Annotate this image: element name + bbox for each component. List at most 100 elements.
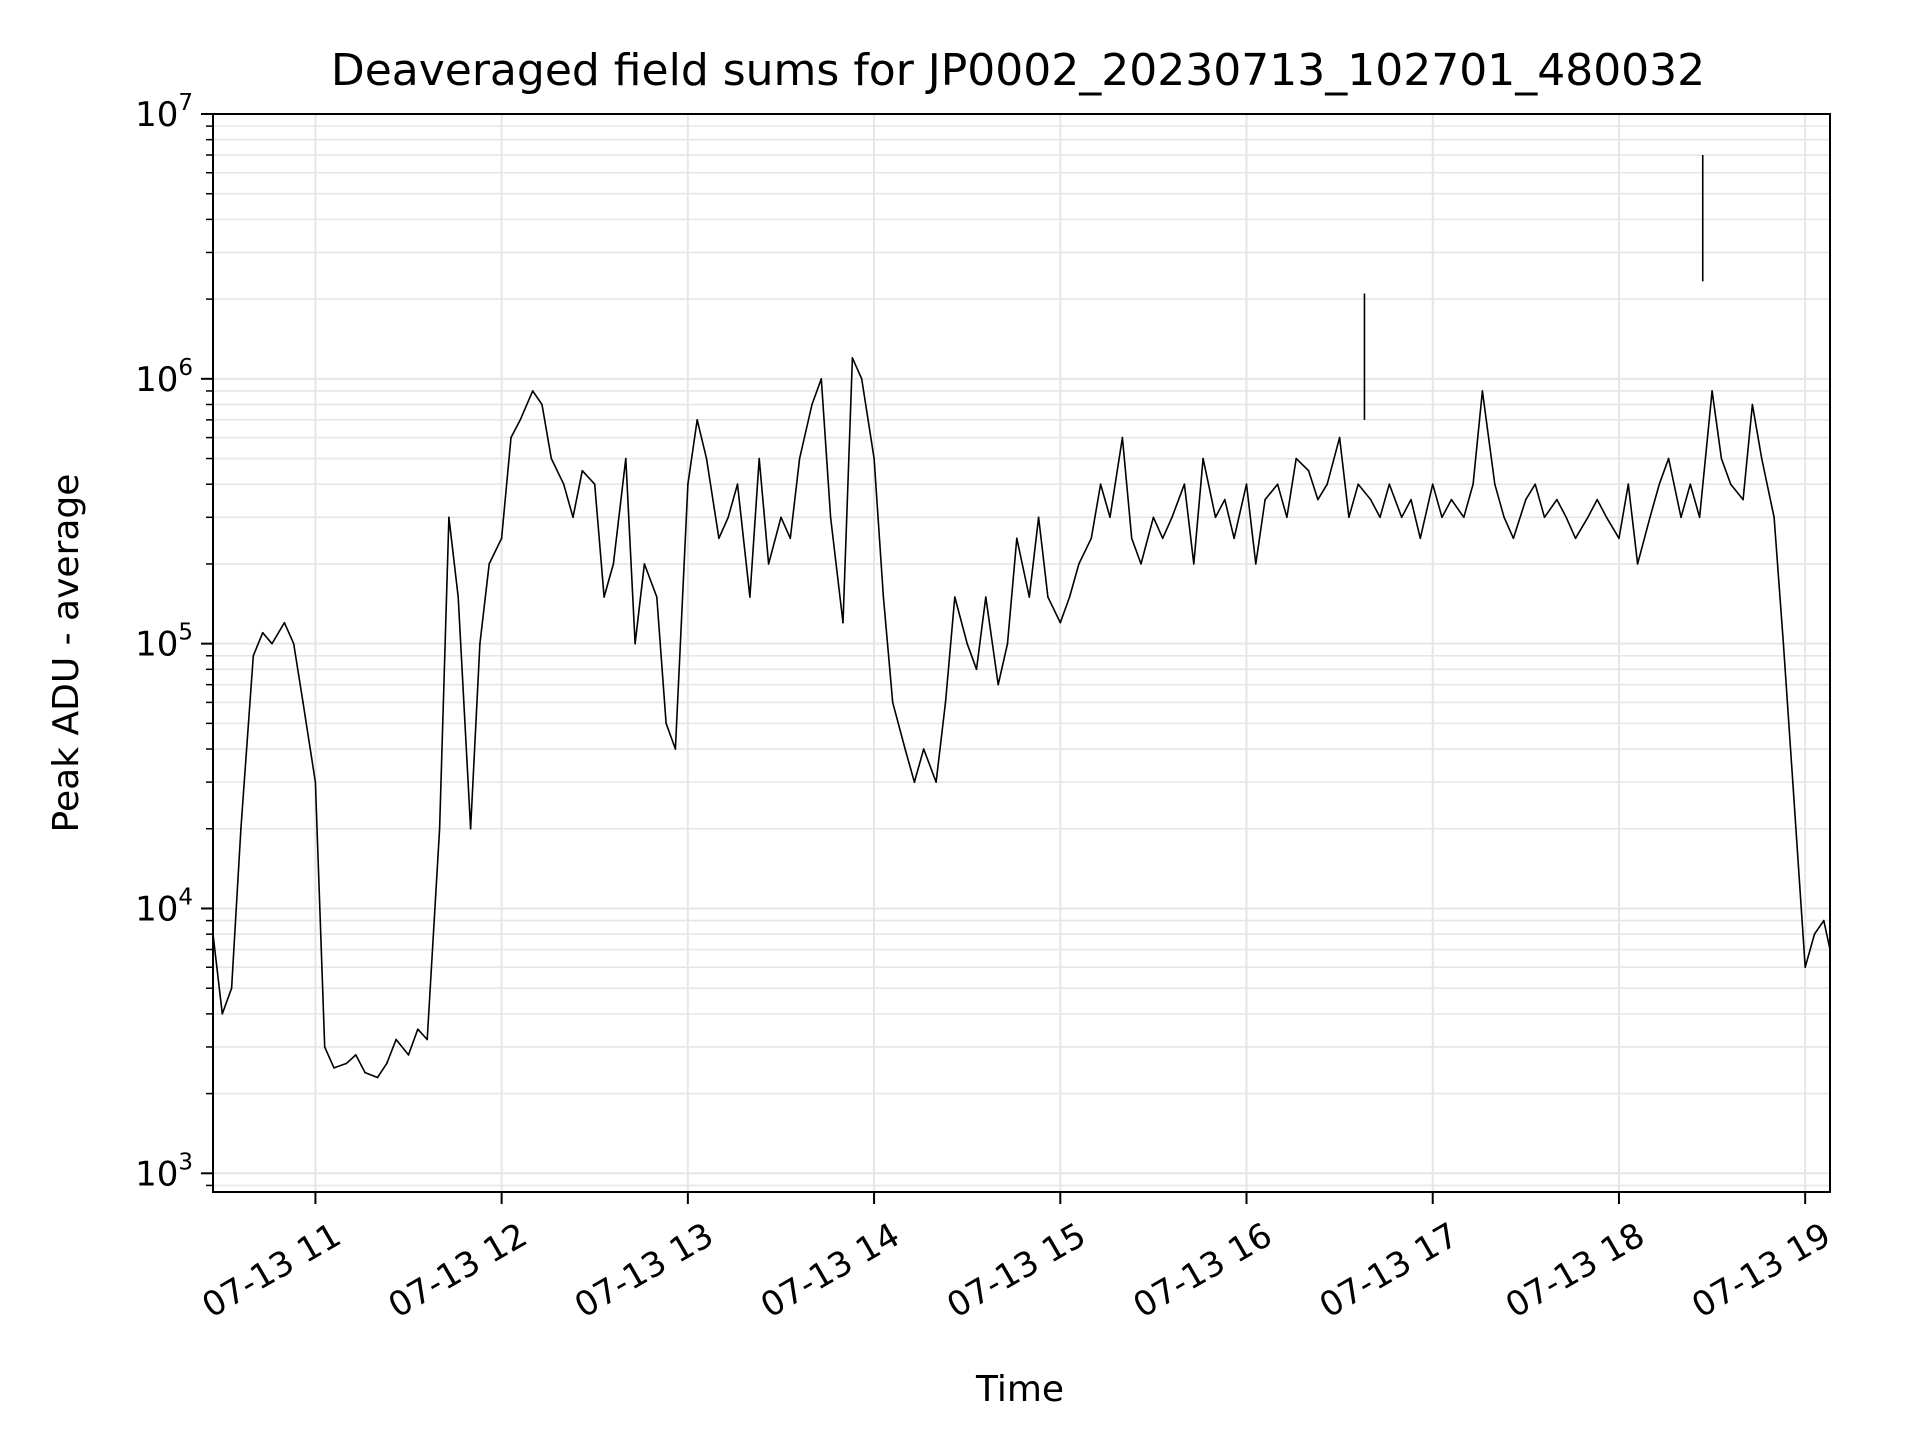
data-point	[1078, 563, 1080, 565]
data-point	[364, 1071, 366, 1074]
data-point	[727, 516, 730, 519]
data-point	[780, 516, 782, 519]
data-point	[1016, 537, 1018, 540]
series-layer	[212, 155, 1831, 1079]
data-point	[1543, 516, 1546, 519]
y-tick-label: 103	[135, 1149, 193, 1194]
data-point	[634, 642, 636, 645]
data-point	[1729, 483, 1732, 486]
data-point	[975, 668, 978, 671]
data-point	[1689, 483, 1692, 486]
data-point	[426, 1038, 428, 1041]
data-point	[718, 537, 720, 540]
data-point	[891, 701, 894, 704]
data-point	[624, 457, 627, 460]
data-point	[550, 457, 553, 460]
series-line	[212, 357, 1831, 1079]
data-point	[1276, 483, 1279, 486]
data-point	[1804, 966, 1806, 969]
data-point	[1822, 919, 1825, 922]
data-point	[376, 1076, 379, 1079]
data-point	[1751, 403, 1754, 406]
y-tick-label: 105	[135, 620, 193, 665]
data-point	[1183, 483, 1186, 486]
data-point	[1326, 483, 1329, 486]
data-point	[1037, 516, 1040, 519]
data-point	[333, 1067, 335, 1069]
data-point	[1047, 596, 1049, 598]
data-point	[1773, 516, 1775, 519]
data-point	[541, 403, 543, 406]
data-point	[842, 621, 844, 624]
data-point	[1596, 498, 1599, 501]
data-point	[1369, 498, 1372, 501]
data-point	[674, 748, 677, 750]
data-point	[314, 781, 317, 783]
data-point	[593, 483, 596, 486]
data-point	[438, 827, 441, 830]
data-point	[581, 469, 584, 472]
data-point	[572, 516, 574, 519]
data-point	[1587, 516, 1589, 519]
data-point	[1006, 642, 1009, 645]
data-point	[1099, 483, 1102, 486]
data-point	[1388, 483, 1391, 486]
data-point	[292, 642, 295, 645]
data-point	[1171, 516, 1173, 519]
data-point	[1441, 516, 1443, 519]
data-point	[1233, 537, 1235, 540]
data-point	[789, 537, 792, 540]
data-point	[1760, 457, 1763, 460]
data-point	[612, 563, 615, 565]
data-point	[1627, 483, 1630, 486]
data-point	[767, 563, 770, 565]
data-point	[271, 642, 273, 645]
data-point	[252, 654, 255, 657]
data-point	[953, 596, 956, 598]
data-point	[656, 596, 658, 598]
data-point	[1503, 516, 1505, 519]
data-point	[1636, 563, 1639, 565]
y-tick-label: 107	[135, 90, 193, 135]
data-point	[1317, 498, 1319, 501]
data-point	[736, 483, 739, 486]
data-point	[1192, 563, 1195, 565]
data-point	[904, 748, 906, 750]
data-point	[1618, 537, 1620, 540]
data-point	[922, 748, 925, 750]
data-point	[1680, 516, 1682, 519]
data-point	[1090, 537, 1093, 540]
data-point	[935, 781, 937, 783]
data-point	[519, 419, 522, 421]
data-point	[1152, 516, 1155, 519]
data-point	[479, 642, 481, 645]
data-point	[1667, 457, 1670, 460]
data-point	[603, 596, 605, 598]
data-point	[1264, 498, 1266, 501]
data-point	[488, 563, 491, 565]
data-point	[1109, 516, 1111, 519]
data-point	[749, 596, 751, 598]
data-point	[1525, 498, 1527, 501]
data-point	[1245, 483, 1248, 486]
data-point	[469, 827, 472, 830]
data-point	[1255, 563, 1257, 565]
data-point	[665, 722, 667, 725]
data-point	[1431, 483, 1434, 486]
grid	[213, 113, 1830, 1192]
data-point	[1450, 498, 1453, 501]
data-point	[1494, 483, 1496, 486]
data-point	[1410, 498, 1412, 501]
data-point	[1813, 933, 1816, 935]
data-point	[1711, 390, 1713, 392]
y-axis-label: Peak ADU - average	[46, 474, 87, 833]
data-point	[1357, 483, 1360, 486]
data-point	[798, 457, 801, 460]
data-point	[1121, 436, 1124, 439]
data-point	[1791, 781, 1794, 783]
data-point	[1379, 516, 1381, 519]
data-point	[882, 596, 885, 598]
data-point	[811, 403, 813, 406]
